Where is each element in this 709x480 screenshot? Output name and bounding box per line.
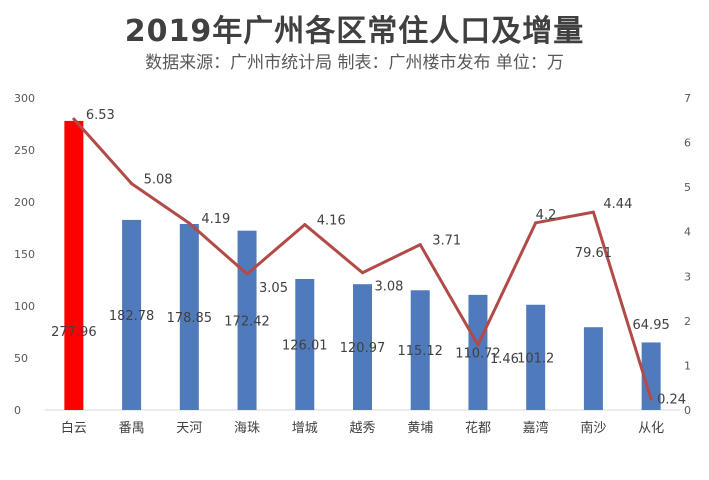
chart-subtitle: 数据来源：广州市统计局 制表：广州楼市发布 单位：万: [145, 53, 564, 73]
y-left-tick-label: 250: [14, 144, 35, 157]
y-right-tick-label: 2: [684, 315, 691, 328]
bar-value-label: 172.42: [224, 314, 270, 329]
bar: [295, 278, 315, 410]
x-category-label: 从化: [638, 421, 664, 436]
line-point: [649, 397, 653, 401]
y-right-tick-label: 3: [684, 270, 691, 283]
line-value-label: 1.46: [490, 352, 519, 367]
bar-value-label: 115.12: [397, 344, 443, 359]
bar: [641, 342, 661, 410]
line-value-label: 3.05: [259, 281, 288, 296]
bar-value-label: 277.96: [51, 325, 97, 340]
x-category-label: 白云: [61, 420, 87, 436]
y-left-tick-label: 300: [14, 92, 35, 105]
x-category-label: 天河: [176, 421, 202, 436]
labels-layer: 277.96 182.78 178.85 172.42 126.01 120.97 115.…: [51, 108, 686, 407]
y-right-tick-label: 1: [684, 359, 691, 372]
line-layer: [72, 117, 653, 401]
line-point: [418, 243, 422, 247]
line-value-label: 3.08: [375, 280, 404, 295]
y-right-tick-label: 6: [684, 137, 691, 150]
y-right-tick-label: 0: [684, 404, 691, 417]
x-category-label: 嘉湾: [523, 420, 549, 436]
x-category-label: 番禺: [119, 421, 145, 436]
line-value-label: 4.2: [536, 208, 557, 223]
bar: [526, 304, 546, 410]
x-category-label: 越秀: [349, 421, 375, 436]
bar-value-label: 178.85: [167, 311, 213, 326]
line-value-label: 4.16: [317, 214, 346, 229]
y-left-tick-label: 200: [14, 196, 35, 209]
line-value-label: 0.24: [657, 392, 686, 407]
y-left-tick-label: 100: [14, 300, 35, 313]
bars-layer: [64, 120, 661, 410]
line-value-label: 6.53: [86, 108, 115, 123]
bar-value-label: 64.95: [633, 318, 670, 333]
y-right-tick-label: 7: [684, 92, 691, 105]
bar: [179, 223, 199, 410]
bar: [410, 290, 430, 410]
line-value-label: 3.71: [432, 234, 461, 249]
line-point: [303, 223, 307, 227]
bar-value-label: 126.01: [282, 338, 328, 353]
line-point: [245, 272, 249, 276]
y-left-tick-label: 50: [14, 352, 28, 365]
bar-value-label: 79.61: [575, 246, 612, 261]
x-category-label: 南沙: [580, 420, 606, 436]
bar-value-label: 110.72: [455, 346, 501, 361]
bar: [237, 230, 257, 410]
bar-value-label: 101.2: [517, 351, 554, 366]
bar-value-label: 182.78: [109, 309, 155, 324]
bar-value-label: 120.97: [340, 341, 386, 356]
x-category-label: 增城: [292, 421, 318, 436]
x-category-label: 海珠: [234, 421, 260, 436]
y-left-tick-label: 0: [14, 404, 21, 417]
line-point: [187, 221, 191, 225]
x-category-label: 花都: [465, 420, 491, 436]
line-point: [476, 343, 480, 347]
bar: [122, 219, 142, 410]
line-point: [361, 271, 364, 275]
y-right-tick-label: 5: [684, 181, 691, 194]
bar: [468, 294, 488, 410]
line-value-label: 4.19: [201, 212, 230, 227]
line-value-label: 5.08: [144, 173, 173, 188]
line-point: [130, 182, 134, 186]
bar: [583, 327, 603, 410]
bar: [64, 120, 84, 410]
x-category-label: 黄埔: [407, 421, 433, 436]
line-point: [72, 117, 76, 121]
y-left-tick-label: 150: [14, 248, 35, 261]
line-point: [534, 221, 538, 225]
line-value-label: 4.44: [603, 197, 632, 212]
y-right-tick-label: 4: [684, 226, 691, 239]
bar: [353, 284, 372, 410]
chart-title: 2019年广州各区常住人口及增量: [124, 14, 585, 49]
line-point: [591, 210, 595, 214]
